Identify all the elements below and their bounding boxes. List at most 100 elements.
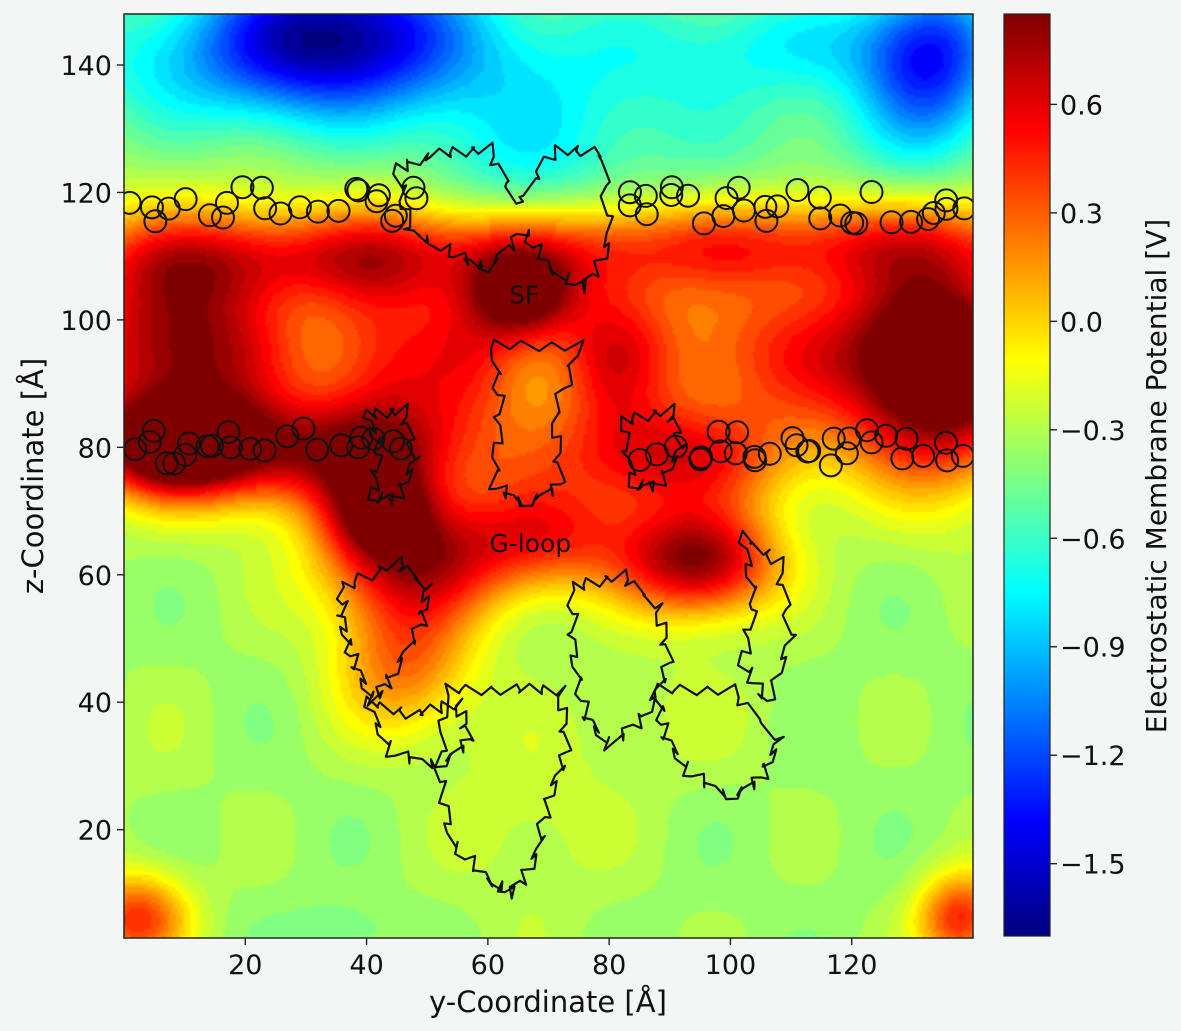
lipid-headgroup bbox=[388, 436, 413, 461]
lipid-headgroup bbox=[124, 190, 142, 215]
lipid-headgroup bbox=[214, 190, 239, 215]
lipid-headgroup bbox=[795, 439, 820, 464]
lipid-headgroup bbox=[349, 425, 374, 450]
y-tick-label: 120 bbox=[60, 178, 112, 209]
lipid-headgroup bbox=[305, 199, 330, 224]
lipid-headgroup bbox=[383, 203, 408, 228]
y-tick-label: 100 bbox=[60, 306, 112, 337]
lipid-headgroup bbox=[238, 436, 263, 461]
lipid-headgroup bbox=[935, 448, 960, 473]
lipid-headgroup bbox=[859, 430, 884, 455]
colorbar-gradient bbox=[1003, 13, 1051, 937]
y-axis-label: z-Coordinate [Å] bbox=[16, 358, 50, 594]
lipid-headgroup bbox=[765, 194, 790, 219]
protein-segment bbox=[487, 338, 585, 508]
g-loop-annotation: G-loop bbox=[489, 529, 571, 558]
lipid-headgroup bbox=[921, 200, 946, 225]
plot-frame bbox=[123, 13, 974, 939]
colorbar-tick-label: 0.3 bbox=[1060, 199, 1103, 230]
lipid-headgroup bbox=[726, 175, 751, 200]
lipid-headgroup bbox=[211, 205, 236, 230]
lipid-headgroup bbox=[195, 434, 220, 459]
x-tick-label: 100 bbox=[705, 950, 757, 981]
protein-outline bbox=[335, 141, 797, 900]
lipid-headgroup bbox=[725, 420, 750, 445]
colorbar: 0.6 0.3 0.0 −0.3 −0.6 −0.9 −1.2 −1.5 Electrosta… bbox=[1003, 13, 1173, 937]
y-tick-label: 60 bbox=[78, 561, 112, 592]
lipid-headgroup bbox=[253, 196, 278, 221]
lipid-headgroup bbox=[634, 202, 659, 227]
lipid-headgroup bbox=[344, 176, 369, 201]
lipid-headgroup bbox=[828, 203, 853, 228]
lipid-headgroup bbox=[633, 183, 658, 208]
colorbar-tick-label: 0.6 bbox=[1060, 90, 1103, 121]
lipid-headgroup bbox=[173, 187, 198, 212]
colorbar-tick-label: −1.5 bbox=[1060, 850, 1126, 881]
lipid-headgroup bbox=[807, 185, 832, 210]
lipid-headgroups bbox=[124, 175, 973, 478]
lipid-headgroup bbox=[757, 441, 782, 466]
lipid-headgroup bbox=[326, 198, 351, 223]
lipid-headgroup bbox=[291, 416, 316, 441]
lipid-headgroup bbox=[218, 435, 243, 460]
lipid-headgroup bbox=[753, 194, 778, 219]
lipid-headgroup bbox=[141, 418, 166, 443]
lipid-headgroup bbox=[143, 209, 168, 234]
lipid-headgroup bbox=[785, 178, 810, 203]
protein-segment bbox=[433, 682, 573, 900]
heatmap-field bbox=[124, 14, 973, 938]
lipid-headgroup bbox=[617, 180, 642, 205]
lipid-headgroup bbox=[216, 420, 241, 445]
lipid-headgroup bbox=[659, 175, 684, 200]
protein-segment bbox=[653, 682, 785, 801]
lipid-headgroup bbox=[401, 175, 426, 200]
protein-segment bbox=[363, 695, 475, 770]
lipid-headgroup bbox=[859, 180, 884, 205]
x-axis-ticks: 20 40 60 80 100 120 bbox=[228, 938, 877, 981]
colorbar-ticks: 0.6 0.3 0.0 −0.3 −0.6 −0.9 −1.2 −1.5 bbox=[1050, 90, 1126, 881]
protein-segment bbox=[736, 529, 797, 703]
y-tick-label: 20 bbox=[78, 816, 112, 847]
lipid-headgroup bbox=[230, 175, 255, 200]
lipid-headgroup bbox=[952, 196, 973, 221]
lipid-headgroup bbox=[176, 431, 201, 456]
lipid-headgroup bbox=[380, 208, 405, 233]
lipid-headgroup bbox=[197, 203, 222, 228]
colorbar-tick-label: −0.6 bbox=[1060, 524, 1126, 555]
lipid-headgroup bbox=[137, 430, 162, 455]
y-tick-label: 80 bbox=[78, 433, 112, 464]
lipid-headgroup bbox=[361, 426, 386, 451]
lipid-headgroup bbox=[911, 443, 936, 468]
x-tick-label: 60 bbox=[471, 950, 505, 981]
protein-segment bbox=[361, 402, 421, 506]
x-tick-label: 80 bbox=[592, 950, 626, 981]
protein-segment bbox=[335, 555, 434, 707]
lipid-headgroup bbox=[934, 196, 959, 221]
lipid-headgroup bbox=[933, 430, 958, 455]
lipid-headgroup bbox=[879, 210, 904, 235]
protein-segment bbox=[566, 568, 675, 752]
lipid-headgroup bbox=[305, 437, 330, 462]
lipid-headgroup bbox=[894, 426, 919, 451]
lipid-headgroup bbox=[366, 183, 391, 208]
protein-segment bbox=[392, 141, 615, 295]
lipid-headgroup bbox=[855, 418, 880, 443]
colorbar-tick-label: −0.3 bbox=[1060, 416, 1126, 447]
lipid-headgroup bbox=[659, 182, 684, 207]
plot-area: SF G-loop bbox=[123, 13, 974, 939]
lipid-headgroup bbox=[173, 442, 198, 467]
lipid-headgroup bbox=[287, 195, 312, 220]
lipid-headgroup bbox=[381, 429, 406, 454]
x-tick-label: 20 bbox=[228, 950, 262, 981]
lipid-headgroup bbox=[874, 423, 899, 448]
lipid-headgroup bbox=[742, 444, 767, 469]
protein-segment bbox=[619, 402, 688, 493]
lipid-headgroup bbox=[950, 443, 973, 468]
lipid-headgroup bbox=[663, 434, 688, 459]
x-axis-label: y-Coordinate [Å] bbox=[429, 985, 667, 1019]
lipid-headgroup bbox=[808, 206, 833, 231]
lipid-headgroup bbox=[139, 195, 164, 220]
lipid-headgroup bbox=[346, 435, 371, 460]
colorbar-label: Electrostatic Membrane Potential [V] bbox=[1140, 219, 1173, 733]
sf-annotation: SF bbox=[509, 280, 539, 309]
